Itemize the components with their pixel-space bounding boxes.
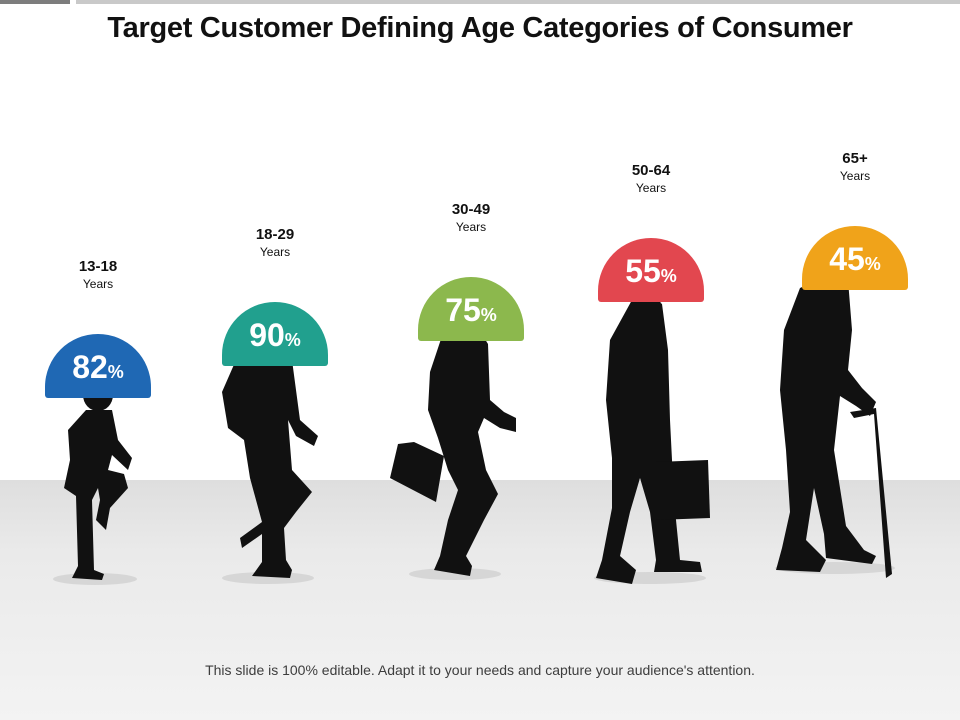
percentage-number: 45: [829, 241, 865, 277]
percentage-value: 90%: [222, 317, 328, 354]
percent-sign: %: [864, 254, 881, 274]
age-unit-label: Years: [455, 220, 487, 234]
badge-label-tab: [62, 280, 134, 326]
badge-label-tab: [435, 223, 507, 269]
top-accent-light: [76, 0, 960, 4]
percent-sign: %: [284, 330, 301, 350]
percentage-value: 82%: [45, 349, 151, 386]
age-range-label: 65+: [842, 150, 868, 167]
floor-shadows: [53, 562, 895, 585]
percentage-number: 55: [625, 253, 661, 289]
top-accent-bar: [0, 0, 960, 4]
slide-title: Target Customer Defining Age Categories …: [107, 12, 853, 44]
percent-sign: %: [480, 305, 497, 325]
age-badge-30-49: 30-49 Years 75%: [418, 201, 524, 341]
top-accent-dark: [0, 0, 70, 4]
percent-sign: %: [107, 362, 124, 382]
age-range-label: 30-49: [451, 201, 491, 218]
percentage-value: 45%: [802, 241, 908, 278]
percent-sign: %: [660, 266, 677, 286]
older-man-bag-silhouette: [596, 265, 710, 584]
age-badge-50-64: 50-64 Years 55%: [598, 162, 704, 302]
age-range-label: 18-29: [255, 226, 295, 243]
age-unit-label: Years: [259, 245, 291, 259]
age-badge-65-plus: 65+ Years 45%: [802, 150, 908, 290]
elderly-man-cane-silhouette: [776, 250, 892, 578]
badge-label-tab: [615, 184, 687, 230]
age-unit-label: Years: [82, 277, 114, 291]
age-range-label: 13-18: [78, 258, 118, 275]
age-unit-label: Years: [839, 169, 871, 183]
percentage-number: 82: [72, 349, 108, 385]
percentage-number: 75: [445, 292, 481, 328]
age-badge-18-29: 18-29 Years 90%: [222, 226, 328, 366]
percentage-value: 55%: [598, 253, 704, 290]
badge-label-tab: [819, 172, 891, 218]
age-range-label: 50-64: [631, 162, 671, 179]
boy-silhouette: [64, 379, 132, 580]
percentage-number: 90: [249, 317, 285, 353]
percentage-value: 75%: [418, 292, 524, 329]
age-unit-label: Years: [635, 181, 667, 195]
age-badge-13-18: 13-18 Years 82%: [45, 258, 151, 398]
footer-note: This slide is 100% editable. Adapt it to…: [205, 662, 755, 678]
badge-label-tab: [239, 248, 311, 294]
